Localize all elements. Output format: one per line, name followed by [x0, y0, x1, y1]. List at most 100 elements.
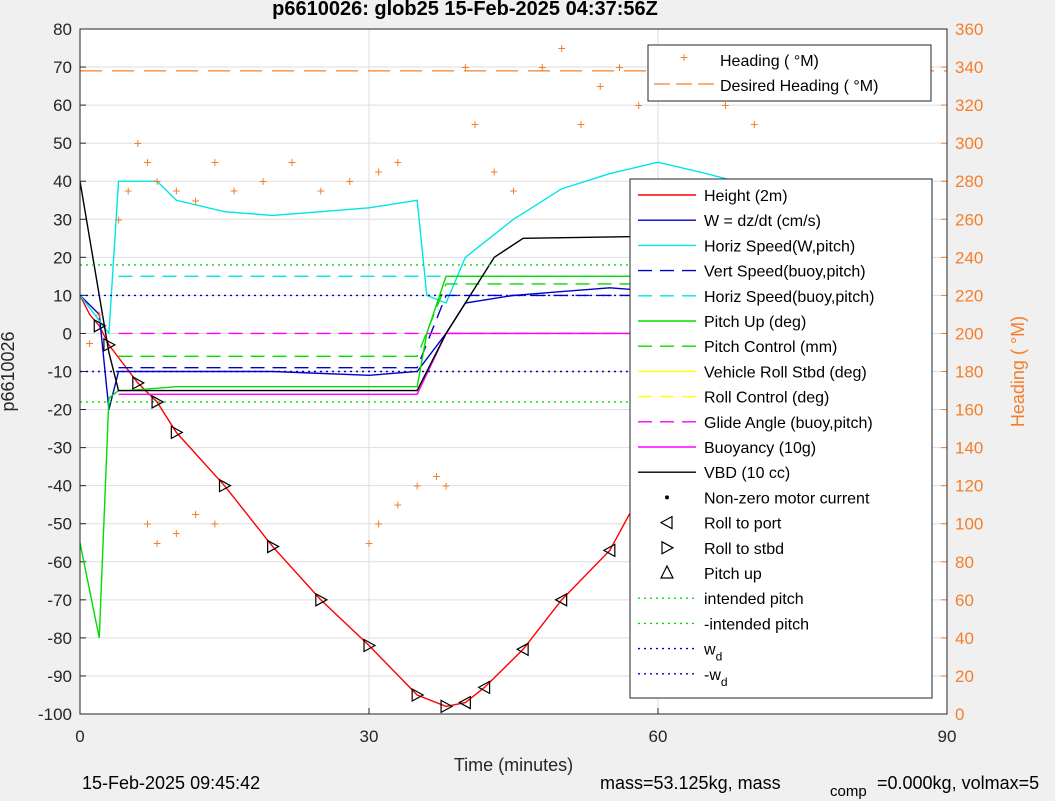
x-axis-label: Time (minutes) — [454, 755, 573, 775]
x-tick-label: 30 — [360, 727, 379, 746]
roll-marker — [363, 638, 377, 653]
y-tick-label: -100 — [38, 705, 72, 724]
legend-entry: VBD (10 cc) — [704, 465, 790, 482]
legend-entry: Vert Speed(buoy,pitch) — [704, 264, 866, 281]
footer-timestamp: 15-Feb-2025 09:45:42 — [82, 773, 261, 793]
y-tick-label: 30 — [53, 210, 72, 229]
y2-tick-label: 60 — [955, 591, 974, 610]
heading-marker: + — [288, 154, 296, 170]
heading-marker: + — [413, 478, 421, 494]
heading-marker: + — [230, 183, 238, 199]
x-tick-label: 90 — [938, 727, 957, 746]
legend-marker — [659, 515, 673, 530]
y-tick-label: -70 — [47, 591, 72, 610]
heading-marker: + — [346, 173, 354, 189]
y2-tick-label: 0 — [955, 705, 964, 724]
y-tick-label: -90 — [47, 667, 72, 686]
roll-marker — [440, 699, 454, 714]
roll-marker — [477, 680, 491, 695]
legend-entry: intended pitch — [704, 591, 804, 608]
y2-tick-label: 220 — [955, 286, 983, 305]
y-tick-label: 60 — [53, 96, 72, 115]
roll-marker — [103, 337, 117, 352]
heading-marker: + — [172, 183, 180, 199]
roll-marker — [602, 543, 616, 558]
heading-marker: + — [490, 164, 498, 180]
y-tick-label: -50 — [47, 515, 72, 534]
y2-tick-label: 200 — [955, 324, 983, 343]
heading-marker: + — [471, 116, 479, 132]
roll-marker — [170, 425, 184, 440]
heading-marker: + — [432, 468, 440, 484]
heading-marker: + — [114, 211, 122, 227]
legend-entry: Roll Control (deg) — [704, 390, 829, 407]
roll-marker — [554, 592, 568, 607]
y2-tick-label: 320 — [955, 96, 983, 115]
y-tick-label: 20 — [53, 248, 72, 267]
heading-legend-box — [647, 44, 932, 102]
y2-tick-label: 100 — [955, 515, 983, 534]
legend-entry: Roll to port — [704, 516, 782, 533]
y2-tick-label: 340 — [955, 58, 983, 77]
legend-entry: Pitch Up (deg) — [704, 314, 806, 331]
heading-marker: + — [375, 516, 383, 532]
heading-marker: + — [394, 497, 402, 513]
legend-entry: Horiz Speed(W,pitch) — [704, 238, 855, 255]
footer-volmax: =0.000kg, volmax=5 — [877, 773, 1040, 793]
roll-marker — [132, 375, 146, 390]
legend-entry: Vehicle Roll Stbd (deg) — [704, 364, 867, 381]
y2-tick-label: 40 — [955, 629, 974, 648]
heading-marker: + — [153, 173, 161, 189]
series-line — [118, 332, 774, 396]
legend-entry: Roll to stbd — [704, 541, 784, 558]
y2-tick-label: 160 — [955, 401, 983, 420]
heading-marker: + — [211, 154, 219, 170]
y-tick-label: 10 — [53, 286, 72, 305]
right-axis-label: Heading ( °M) — [1008, 316, 1028, 427]
heading-marker: + — [192, 192, 200, 208]
y-tick-label: -40 — [47, 477, 72, 496]
main-legend-box — [629, 178, 933, 699]
heading-legend-marker: + — [680, 49, 688, 65]
legend-dot — [665, 495, 669, 500]
heading-marker: + — [124, 183, 132, 199]
y-tick-label: 70 — [53, 58, 72, 77]
heading-marker: + — [172, 525, 180, 541]
heading-marker: + — [153, 535, 161, 551]
y-tick-label: -20 — [47, 401, 72, 420]
footer-mass: mass=53.125kg, mass — [600, 773, 781, 794]
series-line — [79, 161, 775, 336]
heading-marker: + — [259, 173, 267, 189]
roll-marker — [151, 394, 165, 409]
legend-entry: Buoyancy (10g) — [704, 440, 816, 457]
heading-legend-entry: Desired Heading ( °M) — [720, 78, 878, 95]
y-tick-label: -10 — [47, 363, 72, 382]
heading-marker: + — [86, 335, 94, 351]
heading-marker: + — [365, 535, 373, 551]
legend-marker — [660, 564, 674, 579]
y-tick-label: 0 — [63, 324, 72, 343]
y2-tick-label: 240 — [955, 248, 983, 267]
legend-entry: Non-zero motor current — [704, 490, 870, 507]
roll-marker — [218, 478, 232, 493]
heading-marker: + — [596, 78, 604, 94]
heading-marker: + — [461, 59, 469, 75]
chart-title: p6610026: glob25 15-Feb-2025 04:37:56Z — [272, 0, 658, 20]
roll-marker — [411, 687, 425, 702]
heading-legend-entry: Heading ( °M) — [720, 53, 819, 70]
y-tick-label: -30 — [47, 439, 72, 458]
y-tick-label: 40 — [53, 172, 72, 191]
heading-marker: + — [317, 183, 325, 199]
y2-tick-label: 120 — [955, 477, 983, 496]
heading-marker: + — [577, 116, 585, 132]
heading-marker: + — [615, 59, 623, 75]
heading-marker: + — [143, 516, 151, 532]
heading-marker: + — [721, 97, 729, 113]
y-tick-label: -60 — [47, 553, 72, 572]
heading-marker: + — [635, 97, 643, 113]
x-tick-label: 60 — [649, 727, 668, 746]
heading-marker: + — [95, 306, 103, 322]
heading-marker: + — [509, 183, 517, 199]
footer-mass-text: mass=53.125kg, mass — [600, 773, 781, 793]
